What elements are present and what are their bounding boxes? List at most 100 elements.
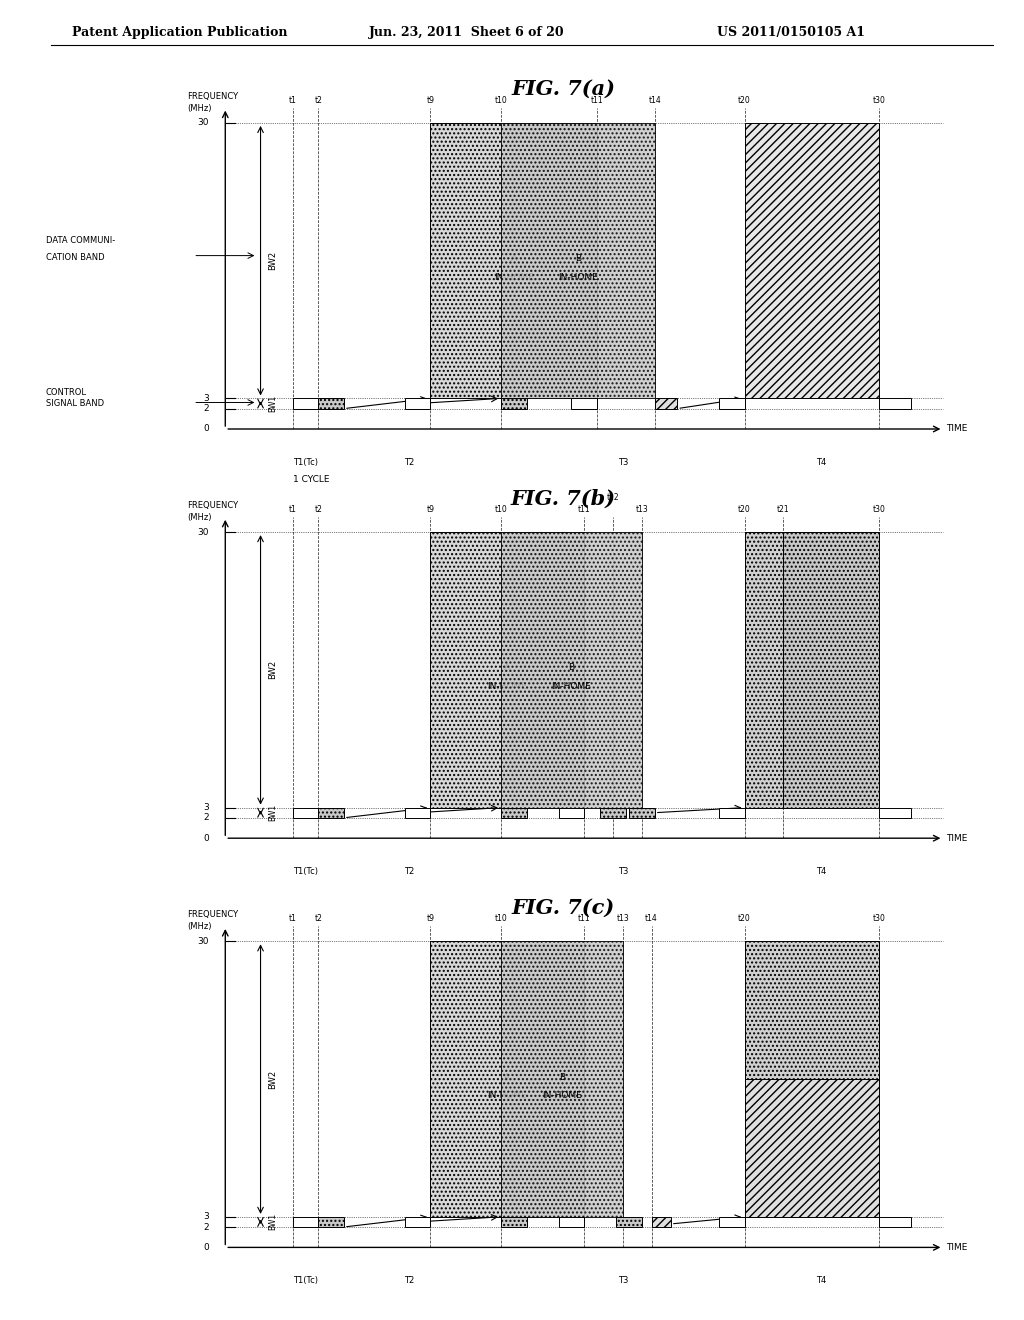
Bar (880, 399, 911, 409)
Bar (744, 941, 880, 1217)
Bar (404, 808, 430, 818)
Bar (744, 123, 880, 399)
Text: t1: t1 (289, 913, 297, 923)
Text: TIME: TIME (946, 425, 968, 433)
Text: IN-HOME: IN-HOME (552, 681, 591, 690)
Bar (404, 399, 430, 409)
Text: S: S (729, 1217, 734, 1226)
Text: C: C (809, 1142, 815, 1151)
Text: US 2011/0150105 A1: US 2011/0150105 A1 (717, 26, 865, 40)
Text: t14: t14 (645, 913, 658, 923)
Text: TIME: TIME (946, 834, 968, 842)
Text: S: S (893, 1217, 898, 1226)
Text: B: B (640, 809, 644, 816)
Text: t2: t2 (314, 95, 323, 104)
Bar (501, 399, 526, 409)
Bar (559, 1217, 585, 1228)
Text: t2: t2 (314, 913, 323, 923)
Text: S: S (303, 1217, 308, 1226)
Text: t10: t10 (495, 95, 507, 104)
Text: A: A (329, 1217, 334, 1226)
Text: t1: t1 (289, 95, 297, 104)
Text: T1(Tc): T1(Tc) (293, 867, 317, 875)
Text: B: B (511, 1217, 516, 1226)
Bar (783, 532, 880, 808)
Text: T4: T4 (816, 867, 826, 875)
Bar (600, 808, 626, 818)
Text: T2: T2 (404, 867, 415, 875)
Text: t11: t11 (591, 95, 603, 104)
Text: A: A (329, 808, 334, 817)
Text: t1: t1 (289, 504, 297, 513)
Text: C: C (658, 1218, 664, 1225)
Text: 0: 0 (204, 1243, 209, 1251)
Text: S: S (569, 808, 574, 817)
Text: ACCESS: ACCESS (794, 1160, 829, 1168)
Text: t30: t30 (872, 504, 886, 513)
Text: A: A (329, 399, 334, 408)
Bar (318, 399, 344, 409)
Text: FIG. 7(c): FIG. 7(c) (512, 898, 614, 917)
Text: S: S (893, 399, 898, 408)
Text: B: B (828, 664, 835, 672)
Text: 30: 30 (198, 119, 209, 128)
Bar (318, 1217, 344, 1228)
Text: 3: 3 (204, 393, 209, 403)
Text: A: A (504, 1073, 510, 1081)
Text: IN-HOME: IN-HOME (494, 272, 534, 281)
Text: 0: 0 (204, 834, 209, 842)
Text: T3: T3 (617, 1276, 628, 1284)
Text: IN-HOME: IN-HOME (558, 272, 598, 281)
Text: t21: t21 (777, 504, 790, 513)
Bar (571, 399, 597, 409)
Bar (318, 808, 344, 818)
Bar (501, 808, 526, 818)
Bar (719, 1217, 744, 1228)
Text: t20: t20 (738, 504, 751, 513)
Bar (430, 123, 597, 399)
Bar (501, 941, 623, 1217)
Text: 2: 2 (204, 1222, 209, 1232)
Text: CATION BAND: CATION BAND (46, 253, 104, 263)
Text: 30: 30 (198, 937, 209, 946)
Bar (616, 1217, 642, 1228)
Text: BW1: BW1 (268, 1213, 278, 1230)
Text: (MHz): (MHz) (186, 104, 211, 112)
Text: 1 CYCLE: 1 CYCLE (293, 475, 329, 484)
Bar (293, 1217, 318, 1228)
Text: FIG. 7(b): FIG. 7(b) (511, 488, 615, 508)
Text: T4: T4 (816, 1276, 826, 1284)
Text: BW2: BW2 (268, 660, 278, 680)
Text: B: B (511, 399, 516, 408)
Text: t20: t20 (738, 913, 751, 923)
Text: IN-
HOME: IN- HOME (818, 677, 844, 696)
Text: S: S (729, 808, 734, 817)
Text: B: B (809, 997, 815, 1006)
Text: 0: 0 (204, 425, 209, 433)
Text: Patent Application Publication: Patent Application Publication (72, 26, 287, 40)
Bar (654, 399, 677, 409)
Text: IN-HOME: IN-HOME (487, 1090, 527, 1100)
Bar (293, 399, 318, 409)
Text: t11: t11 (578, 504, 591, 513)
Text: S: S (893, 808, 898, 817)
Text: T3: T3 (617, 867, 628, 875)
Text: BW1: BW1 (268, 804, 278, 821)
Text: t2: t2 (314, 504, 323, 513)
Text: t20: t20 (738, 95, 751, 104)
Bar (880, 1217, 911, 1228)
Text: t9: t9 (426, 95, 434, 104)
Text: IN-
HOME: IN- HOME (751, 677, 776, 696)
Bar (430, 532, 585, 808)
Text: t12: t12 (607, 492, 620, 502)
Text: BW2: BW2 (268, 1069, 278, 1089)
Text: DATA COMMUNI-: DATA COMMUNI- (46, 236, 115, 244)
Text: B: B (511, 808, 516, 817)
Text: (MHz): (MHz) (186, 513, 211, 521)
Text: B: B (574, 255, 581, 263)
Bar (744, 1080, 880, 1217)
Bar (651, 1217, 671, 1228)
Text: S: S (303, 399, 308, 408)
Text: IN-HOME: IN-HOME (487, 681, 527, 690)
Text: BW1: BW1 (268, 395, 278, 412)
